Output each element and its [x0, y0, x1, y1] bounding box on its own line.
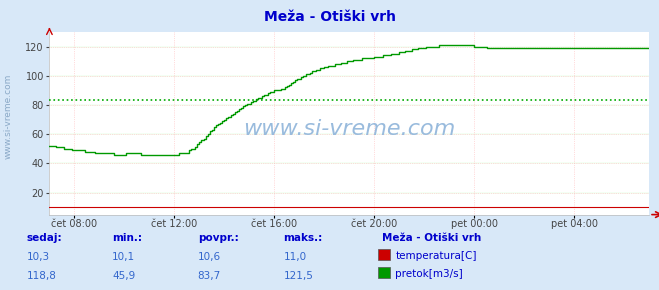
Text: www.si-vreme.com: www.si-vreme.com: [3, 73, 13, 159]
Text: www.si-vreme.com: www.si-vreme.com: [243, 119, 455, 139]
Text: 118,8: 118,8: [26, 271, 56, 281]
Text: pretok[m3/s]: pretok[m3/s]: [395, 269, 463, 279]
Text: 10,1: 10,1: [112, 252, 135, 262]
Text: povpr.:: povpr.:: [198, 233, 239, 243]
Text: maks.:: maks.:: [283, 233, 323, 243]
Text: temperatura[C]: temperatura[C]: [395, 251, 477, 261]
Text: sedaj:: sedaj:: [26, 233, 62, 243]
Text: 10,6: 10,6: [198, 252, 221, 262]
Text: Meža - Otiški vrh: Meža - Otiški vrh: [382, 233, 482, 243]
Text: 10,3: 10,3: [26, 252, 49, 262]
Text: Meža - Otiški vrh: Meža - Otiški vrh: [264, 10, 395, 24]
Text: 11,0: 11,0: [283, 252, 306, 262]
Text: 45,9: 45,9: [112, 271, 135, 281]
Text: 83,7: 83,7: [198, 271, 221, 281]
Text: min.:: min.:: [112, 233, 142, 243]
Text: 121,5: 121,5: [283, 271, 313, 281]
